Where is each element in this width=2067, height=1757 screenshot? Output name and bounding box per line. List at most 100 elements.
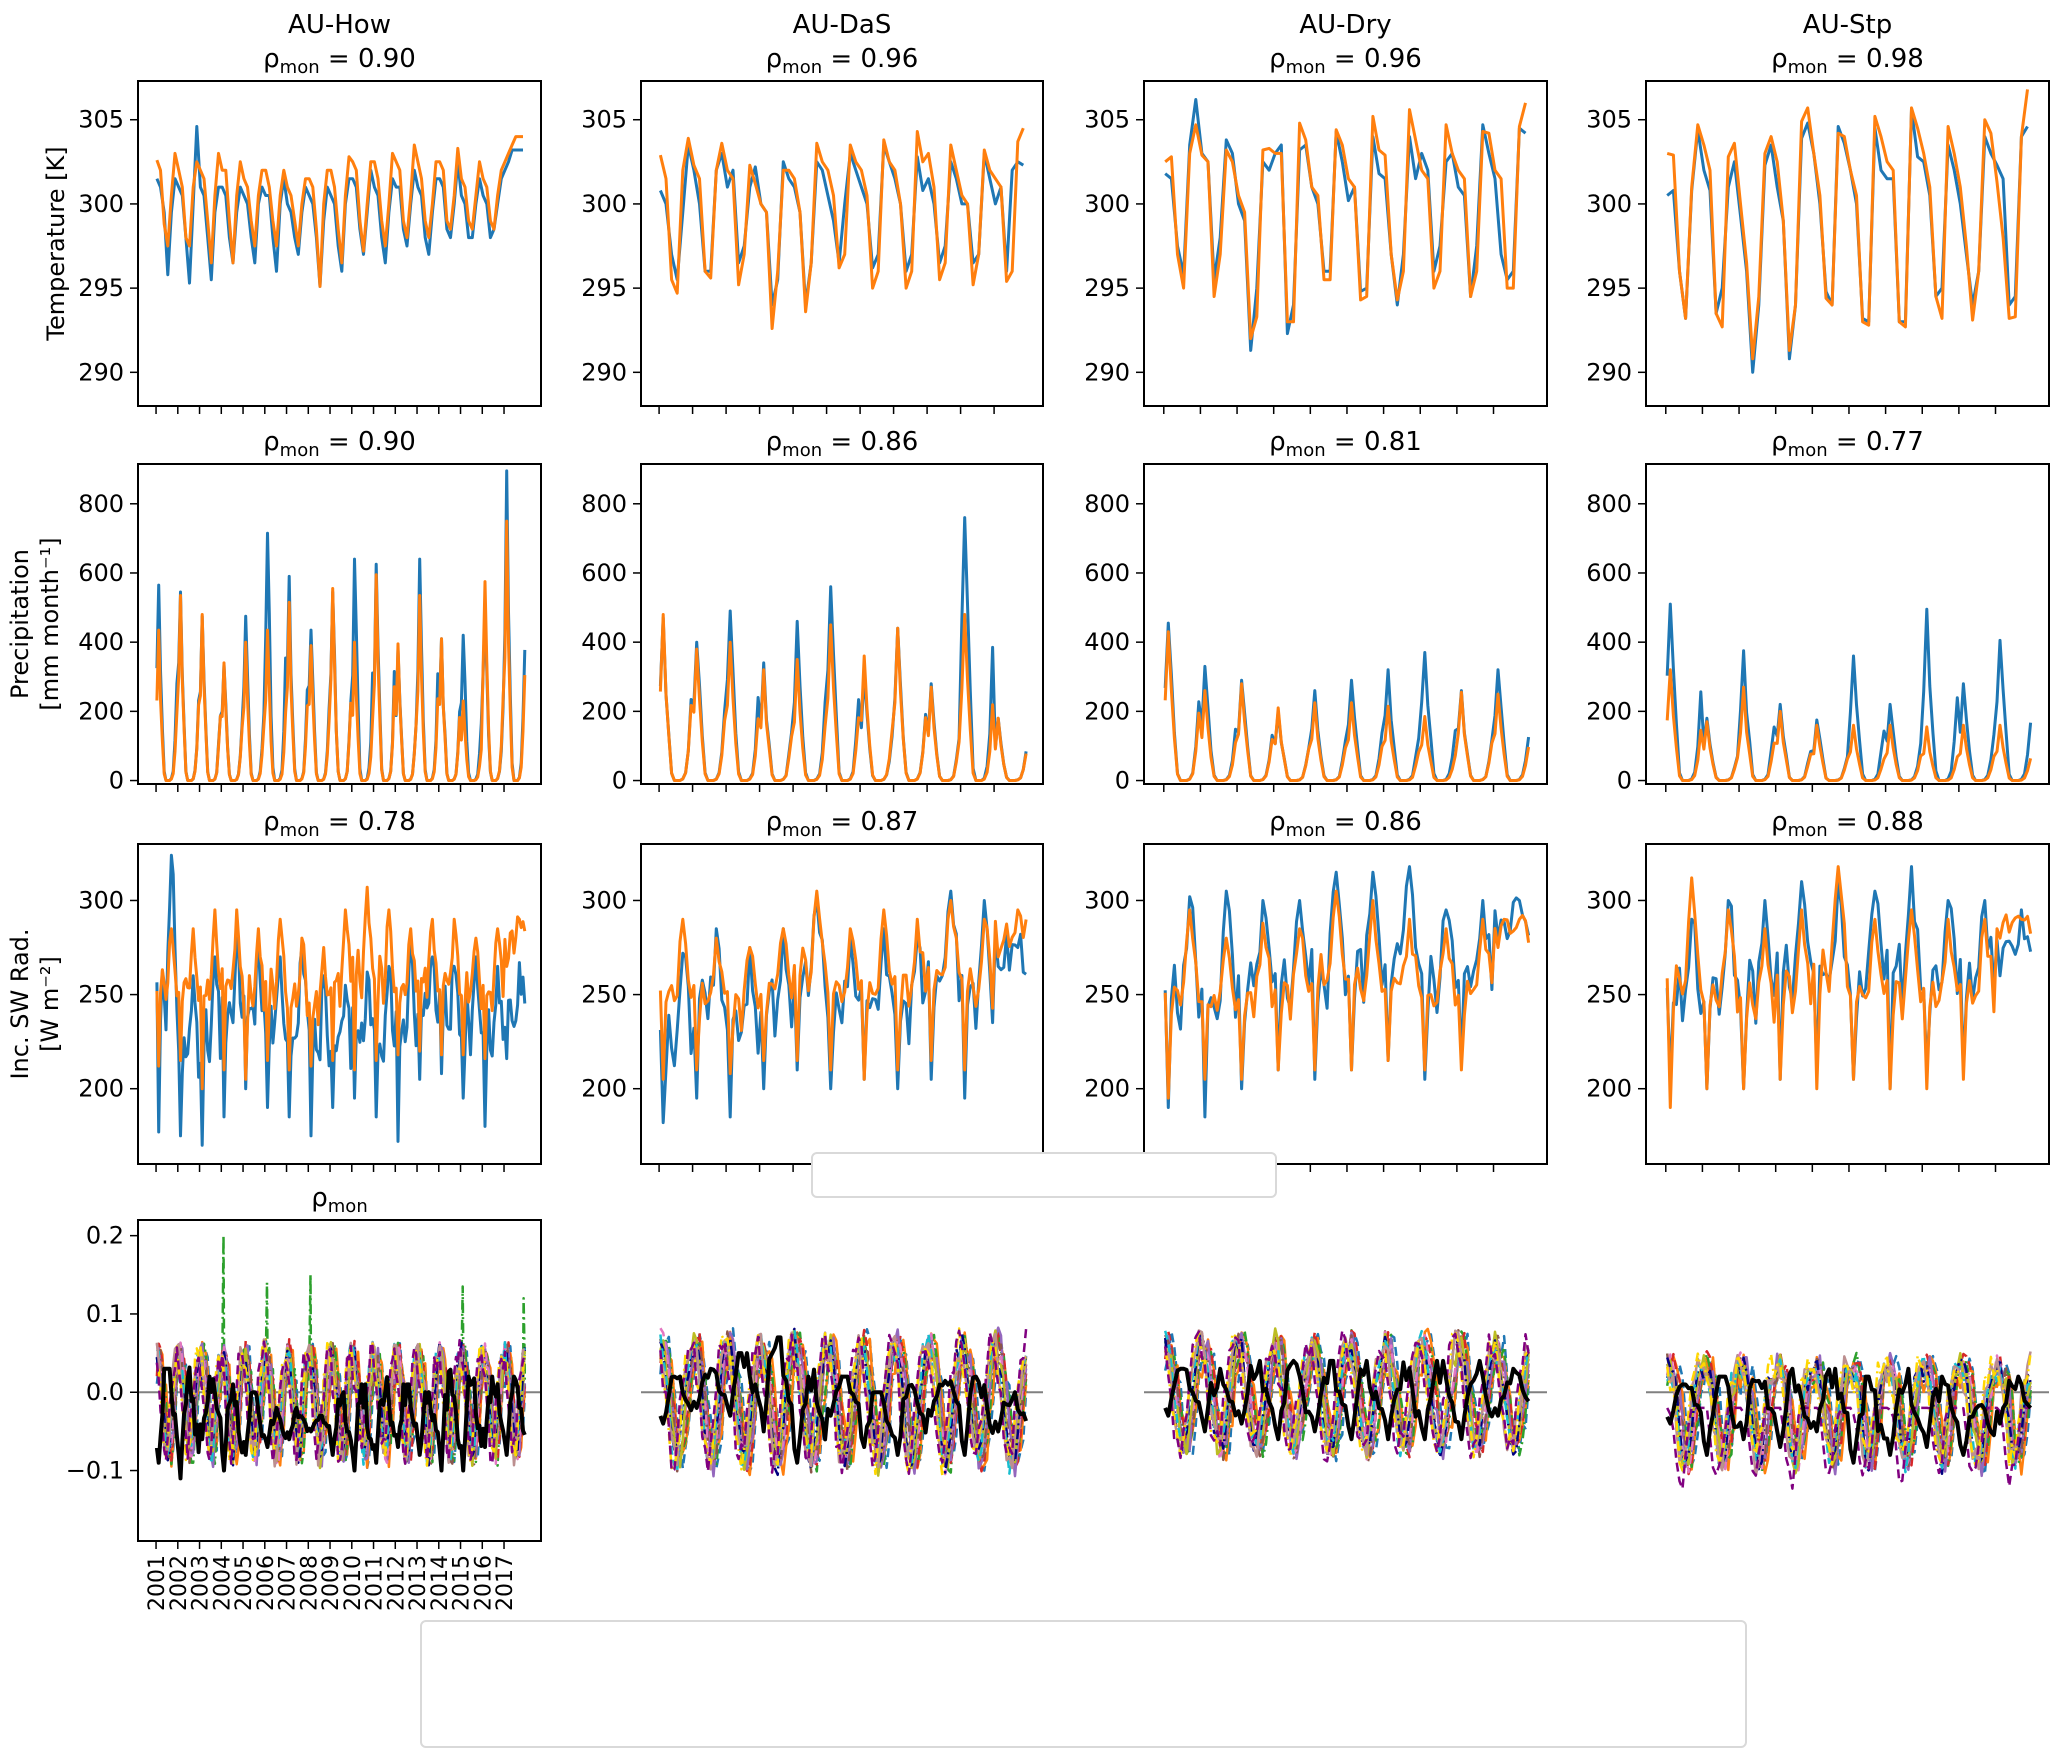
precipitation-cru-jra-line: [1163, 630, 1531, 782]
x-tick-label: 2013: [406, 1555, 431, 1611]
y-tick-label: 200: [78, 697, 124, 725]
nee-observation-line: [1665, 1366, 2033, 1465]
x-tick-label: 2009: [319, 1555, 344, 1611]
forcing-legend: [811, 1152, 1277, 1198]
axes-frame: [1143, 843, 1548, 1165]
y-axis-label: Inc. SW Rad.: [6, 928, 34, 1079]
y-tick-label: 400: [78, 628, 124, 656]
temperature-cru-jra-line: [1666, 89, 2029, 361]
nee-visit-line: [1666, 1406, 2031, 1490]
y-tick-label: 295: [78, 274, 124, 302]
y-tick-label: 300: [581, 886, 627, 914]
y-tick-label: 400: [581, 628, 627, 656]
rho-title: ρmon = 0.78: [263, 807, 416, 841]
sw-radiation-observation-line: [658, 889, 1027, 1125]
axes-frame: [1645, 80, 2050, 407]
temperature-cru-jra-line: [658, 127, 1025, 330]
y-axis-label: Temperature [K]: [42, 146, 70, 341]
nee-observation-line: [658, 1335, 1028, 1465]
site-title: AU-How: [288, 10, 391, 40]
y-tick-label: 0: [109, 767, 124, 795]
precipitation-observation-line: [1163, 621, 1531, 782]
y-tick-label: 200: [1586, 697, 1632, 725]
temperature-observation-line: [659, 143, 1025, 307]
x-tick-label: 2014: [428, 1555, 453, 1611]
nee-visit-line: [659, 1328, 1028, 1476]
site-title: AU-Stp: [1803, 10, 1892, 40]
nee-cable-pop-line: [1665, 1354, 2032, 1476]
rho-title: ρmon = 0.90: [263, 427, 416, 461]
rho-title: ρmon = 0.81: [1269, 427, 1422, 461]
axes-frame: [1143, 463, 1548, 785]
y-tick-label: 250: [78, 981, 124, 1009]
y-tick-label: 200: [1586, 1075, 1632, 1103]
x-tick-label: 2004: [210, 1555, 235, 1611]
x-tick-label: 2015: [450, 1555, 475, 1611]
precipitation-cru-jra-line: [1665, 668, 2033, 782]
model-legend: [420, 1620, 1747, 1748]
y-tick-label: 800: [581, 490, 627, 518]
y-tick-label: 250: [581, 981, 627, 1009]
nee-class-ctem-line: [1666, 1353, 2032, 1476]
y-tick-label: 0.0: [86, 1378, 124, 1406]
sw-radiation-cru-jra-line: [658, 889, 1028, 1081]
site-title: AU-DaS: [793, 10, 892, 40]
y-axis-label: Precipitation: [6, 549, 34, 699]
axes-frame: [137, 463, 542, 785]
y-tick-label: 200: [78, 1075, 124, 1103]
rho-title: ρmon = 0.98: [1771, 44, 1924, 78]
x-tick-label: 2011: [363, 1555, 388, 1611]
y-tick-label: 305: [1586, 106, 1632, 134]
nee-sdgvm-line: [1163, 1329, 1530, 1459]
sw-radiation-cru-jra-line: [1665, 865, 2033, 1109]
y-tick-label: 0.1: [86, 1300, 124, 1328]
y-tick-label: 290: [1084, 358, 1130, 386]
precipitation-cru-jra-line: [658, 613, 1028, 782]
x-tick-label: 2007: [276, 1555, 301, 1611]
temperature-cru-jra-line: [155, 135, 523, 288]
y-tick-label: 0: [1617, 767, 1632, 795]
y-tick-label: 600: [78, 559, 124, 587]
y-tick-label: 250: [1586, 981, 1632, 1009]
rho-title: ρmon = 0.77: [1771, 427, 1924, 461]
y-tick-label: 600: [1586, 559, 1632, 587]
y-tick-label: 300: [581, 190, 627, 218]
y-tick-label: 295: [1084, 274, 1130, 302]
sw-radiation-cru-jra-line: [155, 885, 527, 1091]
rho-title: ρmon = 0.90: [263, 44, 416, 78]
y-tick-label: 400: [1084, 628, 1130, 656]
y-tick-label: 305: [581, 106, 627, 134]
nee-observation-line: [154, 1365, 527, 1481]
nee-visit-line: [155, 1338, 526, 1465]
y-tick-label: 800: [1586, 490, 1632, 518]
y-tick-label: 0.2: [86, 1222, 124, 1250]
axes-frame: [1645, 843, 2050, 1165]
y-tick-label: 200: [581, 1075, 627, 1103]
x-tick-label: 2002: [167, 1555, 192, 1611]
x-tick-label: 2001: [145, 1555, 170, 1611]
y-tick-label: 305: [78, 106, 124, 134]
temperature-observation-line: [1164, 98, 1527, 352]
axes-frame: [137, 843, 542, 1165]
y-tick-label: 0: [1115, 767, 1130, 795]
axes-frame: [1143, 80, 1548, 407]
rho-title: ρmon = 0.88: [1771, 807, 1924, 841]
y-tick-label: 290: [78, 358, 124, 386]
y-tick-label: 600: [1084, 559, 1130, 587]
y-tick-label: 300: [78, 190, 124, 218]
sw-radiation-cru-jra-line: [1163, 889, 1531, 1100]
y-tick-label: 300: [1084, 886, 1130, 914]
x-tick-label: 2006: [254, 1555, 279, 1611]
y-tick-label: 800: [1084, 490, 1130, 518]
rho-title: ρmon = 0.96: [1269, 44, 1422, 78]
rho-title: ρmon: [311, 1183, 367, 1217]
y-tick-label: 0: [612, 767, 627, 795]
y-tick-label: 400: [1586, 628, 1632, 656]
sw-radiation-observation-line: [155, 853, 527, 1147]
y-tick-label: 295: [1586, 274, 1632, 302]
axes-frame: [137, 1219, 542, 1542]
temperature-cru-jra-line: [1164, 102, 1527, 341]
nee-sdgvm-line: [1665, 1352, 2032, 1472]
y-tick-label: 300: [1084, 190, 1130, 218]
